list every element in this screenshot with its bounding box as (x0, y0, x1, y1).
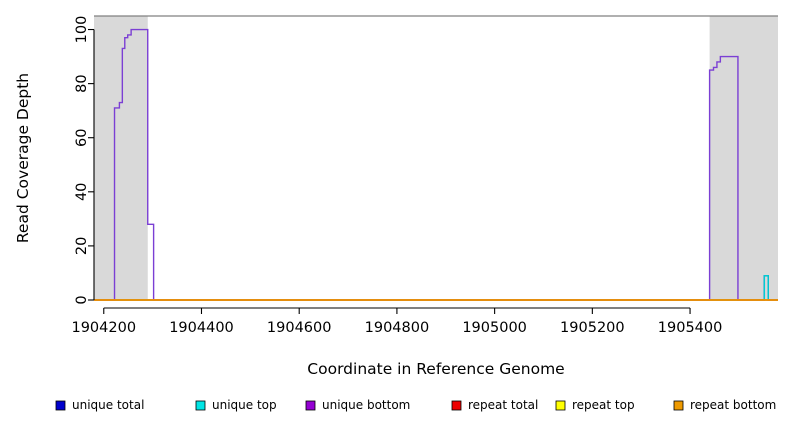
legend-label: unique total (72, 398, 144, 412)
y-tick-label: 60 (74, 128, 90, 146)
legend-swatch (555, 400, 566, 411)
x-tick-label: 1905000 (462, 320, 527, 336)
y-axis-title: Read Coverage Depth (14, 73, 32, 243)
y-tick-labels: 0 20 40 60 80 100 (74, 16, 90, 305)
series-unique-bottom (94, 28, 778, 301)
y-tick-label: 20 (74, 237, 90, 255)
x-tick-label: 1904200 (71, 320, 136, 336)
series-unique-total (94, 274, 778, 301)
x-axis-title: Coordinate in Reference Genome (307, 360, 564, 378)
legend-item: unique total (55, 398, 144, 412)
shaded-region (94, 16, 148, 300)
y-tick-label: 40 (74, 183, 90, 201)
legend-swatch (305, 400, 316, 411)
legend-item: repeat bottom (673, 398, 776, 412)
data-series-layer (94, 28, 778, 301)
x-tick-label: 1905200 (560, 320, 625, 336)
legend-item: repeat total (451, 398, 538, 412)
y-tick-label: 100 (74, 16, 90, 44)
x-axis (103, 307, 691, 314)
legend-label: unique bottom (322, 398, 410, 412)
legend-label: repeat total (468, 398, 538, 412)
x-tick-label: 1904800 (365, 320, 430, 336)
legend-swatch (451, 400, 462, 411)
legend-swatch (195, 400, 206, 411)
legend: unique total unique top unique bottom repea… (55, 398, 776, 412)
legend-swatch (55, 400, 66, 411)
legend-item: unique top (195, 398, 277, 412)
legend-item: repeat top (555, 398, 635, 412)
series-unique-top (94, 274, 778, 301)
y-tick-label: 0 (74, 295, 90, 304)
y-axis (88, 28, 95, 301)
shaded-region (709, 16, 778, 300)
x-tick-label: 1905400 (658, 320, 723, 336)
legend-label: repeat bottom (690, 398, 776, 412)
shaded-repeat-regions (94, 16, 778, 300)
legend-item: unique bottom (305, 398, 410, 412)
y-tick-label: 80 (74, 74, 90, 92)
legend-label: unique top (212, 398, 277, 412)
x-tick-label: 1904400 (169, 320, 234, 336)
x-tick-labels: 1904200 1904400 1904600 1904800 1905000 19052… (71, 320, 722, 336)
legend-swatch (673, 400, 684, 411)
legend-label: repeat top (572, 398, 635, 412)
x-tick-label: 1904600 (267, 320, 332, 336)
